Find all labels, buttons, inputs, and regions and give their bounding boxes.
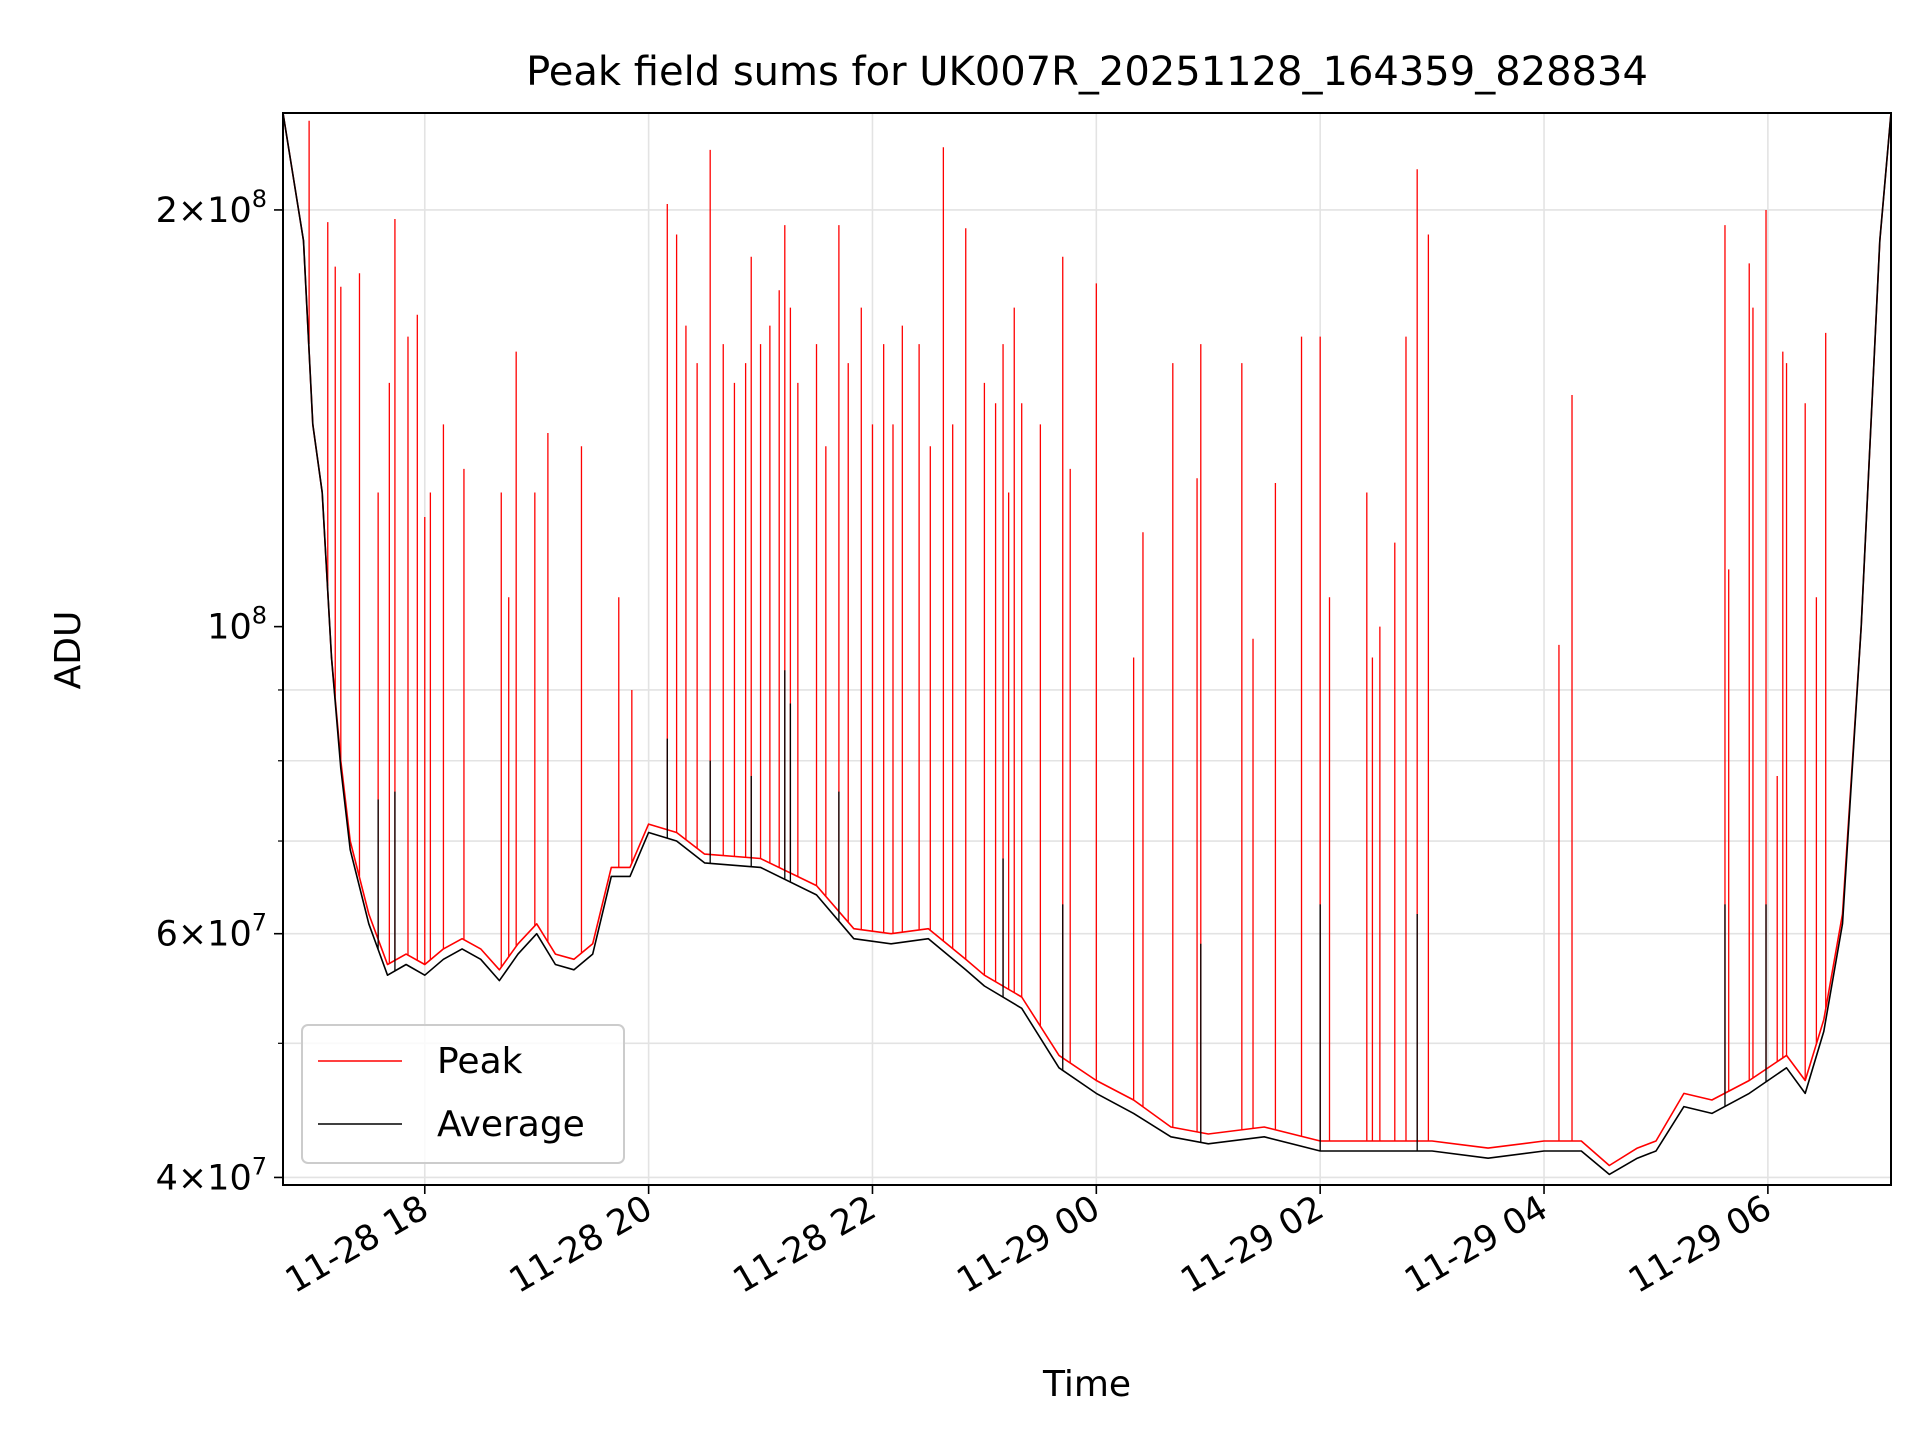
x-axis-label: Time — [1042, 1364, 1131, 1405]
y-tick-label: 4×107 — [156, 1152, 267, 1198]
series-layer — [283, 113, 1891, 1176]
legend-box — [301, 1024, 625, 1164]
series-peak — [283, 113, 1891, 1167]
series-average — [283, 113, 1891, 1176]
y-axis-label: ADU — [48, 611, 89, 690]
series-line-average — [283, 113, 1891, 1176]
legend-peak-label: Peak — [437, 1041, 523, 1082]
y-tick-label: 108 — [207, 602, 267, 648]
legend-average-label: Average — [437, 1104, 585, 1145]
y-tick-label: 2×108 — [156, 185, 267, 231]
legend: Peak Average — [301, 1024, 625, 1164]
plot-frame — [282, 112, 1892, 1186]
chart-title: Peak field sums for UK007R_20251128_1643… — [526, 49, 1648, 95]
y-tick-label: 6×107 — [156, 909, 267, 955]
series-line-peak — [283, 113, 1891, 1167]
